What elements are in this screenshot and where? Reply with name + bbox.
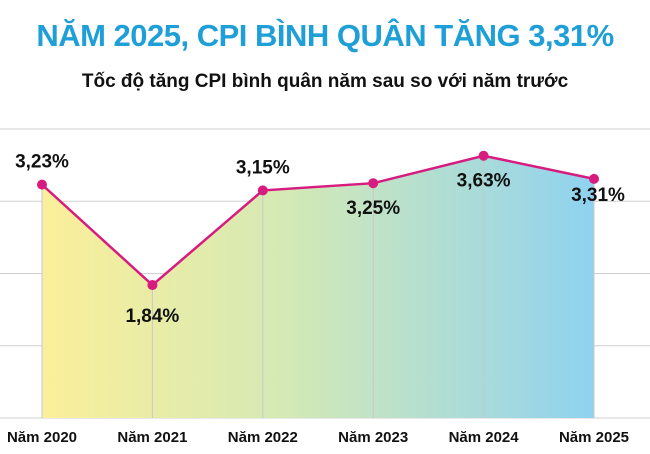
point bbox=[37, 179, 47, 190]
chart-title: NĂM 2025, CPI BÌNH QUÂN TĂNG 3,31% bbox=[36, 17, 613, 53]
value-label: 3,25% bbox=[346, 198, 400, 219]
x-tick-label: Năm 2021 bbox=[117, 429, 187, 446]
x-tick-label: Năm 2024 bbox=[449, 429, 520, 446]
point bbox=[368, 178, 379, 189]
area bbox=[42, 155, 594, 419]
value-label: 1,84% bbox=[125, 306, 179, 327]
point bbox=[257, 185, 268, 196]
value-label: 3,31% bbox=[571, 185, 625, 206]
x-tick-label: Năm 2023 bbox=[338, 429, 408, 446]
point bbox=[589, 173, 599, 184]
line bbox=[41, 154, 595, 287]
point bbox=[478, 150, 489, 161]
point bbox=[147, 280, 158, 291]
x-tick-label: Năm 2025 bbox=[559, 429, 629, 446]
value-label: 3,23% bbox=[15, 152, 69, 173]
x-tick-label: Năm 2022 bbox=[228, 429, 298, 446]
value-label: 3,63% bbox=[457, 171, 511, 192]
chart-subtitle: Tốc độ tăng CPI bình quân năm sau so với… bbox=[82, 71, 569, 92]
x-tick-label: Năm 2020 bbox=[7, 429, 77, 446]
value-label: 3,15% bbox=[236, 157, 290, 178]
